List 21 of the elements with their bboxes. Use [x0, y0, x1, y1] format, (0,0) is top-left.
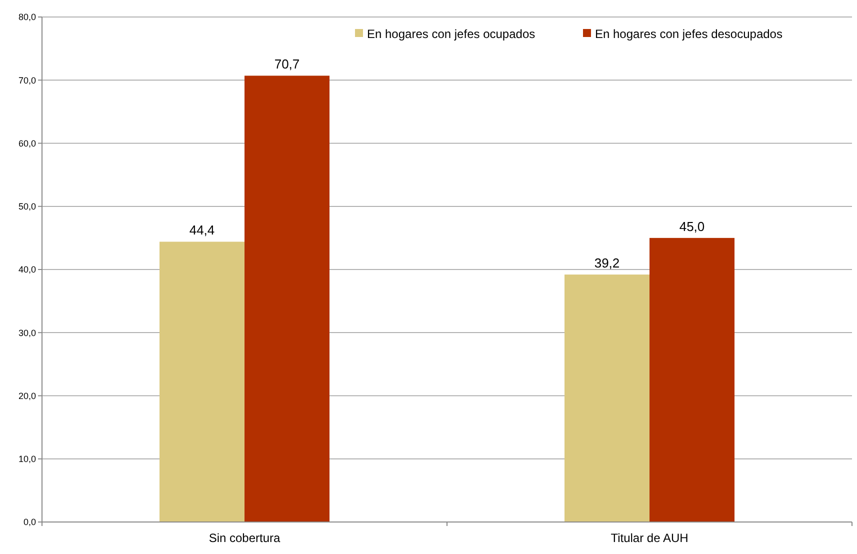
x-tick-label: Titular de AUH	[610, 531, 688, 545]
data-label: 45,0	[679, 218, 705, 234]
y-tick-label: 60,0	[18, 138, 36, 148]
x-tick-label: Sin cobertura	[208, 531, 281, 545]
bar	[244, 76, 330, 522]
y-tick-label: 80,0	[18, 12, 36, 22]
bar	[650, 238, 734, 522]
legend-label: En hogares con jefes desocupados	[595, 27, 782, 41]
y-tick-label: 0,0	[23, 517, 36, 528]
data-label: 70,7	[274, 56, 300, 72]
y-tick-label: 30,0	[18, 328, 36, 338]
y-tick-label: 40,0	[18, 264, 36, 275]
data-label: 39,2	[594, 256, 620, 271]
bar	[160, 242, 244, 522]
data-label: 44,4	[189, 222, 215, 238]
y-tick-label: 10,0	[18, 454, 36, 464]
bar	[564, 274, 650, 522]
y-tick-label: 20,0	[18, 390, 36, 401]
y-tick-label: 50,0	[18, 202, 36, 212]
legend-label: En hogares con jefes ocupados	[367, 27, 536, 41]
y-tick-label: 70,0	[18, 75, 36, 86]
